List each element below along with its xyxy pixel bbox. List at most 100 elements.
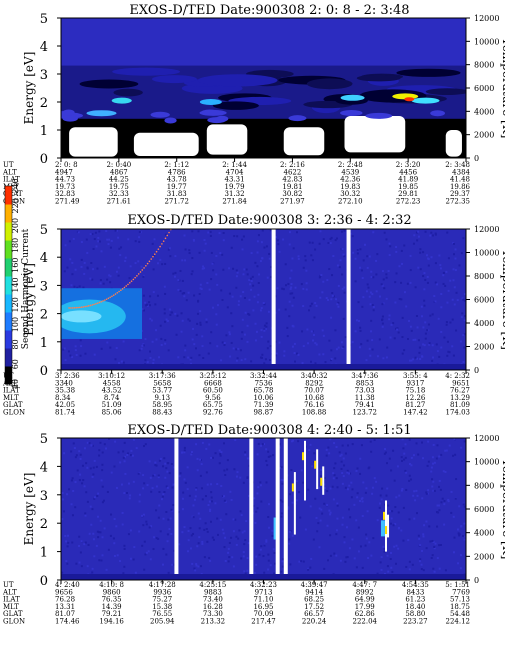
noise-pixel — [142, 524, 145, 527]
noise-pixel — [101, 554, 104, 557]
noise-pixel — [149, 476, 152, 479]
noise-pixel — [64, 534, 67, 537]
resonance-dot — [141, 269, 144, 271]
noise-pixel — [93, 496, 96, 499]
noise-pixel — [321, 291, 324, 294]
noise-pixel — [110, 513, 113, 516]
noise-pixel — [78, 544, 81, 547]
noise-pixel — [439, 267, 442, 270]
noise-pixel — [357, 526, 360, 529]
noise-pixel — [416, 494, 419, 497]
noise-pixel — [255, 330, 258, 333]
noise-pixel — [371, 304, 374, 307]
noise-pixel — [409, 325, 412, 328]
noise-pixel — [128, 497, 131, 500]
noise-pixel — [167, 349, 170, 352]
noise-pixel — [240, 359, 243, 362]
noise-pixel — [263, 303, 266, 306]
resonance-dot — [116, 292, 119, 294]
noise-pixel — [361, 500, 364, 503]
noise-pixel — [414, 499, 417, 502]
noise-pixel — [153, 536, 156, 539]
noise-pixel — [222, 268, 225, 271]
noise-pixel — [157, 474, 160, 477]
noise-pixel — [177, 511, 180, 514]
noise-pixel — [271, 534, 274, 537]
orbit-cell: 9.56 — [205, 394, 221, 402]
orbit-cell: 2: 1:44 — [222, 161, 247, 169]
noise-pixel — [168, 527, 171, 530]
noise-pixel — [74, 345, 77, 348]
noise-pixel — [318, 276, 321, 279]
y-tick-label: 0 — [40, 574, 48, 589]
noise-pixel — [273, 551, 276, 554]
noise-pixel — [98, 230, 101, 233]
noise-pixel — [431, 313, 434, 316]
noise-pixel — [393, 545, 396, 548]
noise-pixel — [165, 467, 168, 470]
noise-pixel — [221, 299, 224, 302]
noise-pixel — [308, 449, 311, 452]
noise-pixel — [128, 277, 131, 280]
orbit-cell: 18.40 — [405, 603, 425, 611]
noise-pixel — [311, 241, 314, 244]
noise-pixel — [166, 470, 169, 473]
noise-pixel — [71, 273, 74, 276]
noise-pixel — [440, 453, 443, 456]
noise-pixel — [260, 444, 263, 447]
noise-pixel — [91, 475, 94, 478]
noise-pixel — [310, 360, 313, 363]
noise-pixel — [446, 301, 449, 304]
noise-pixel — [265, 540, 268, 543]
noise-pixel — [92, 473, 95, 476]
noise-pixel — [163, 312, 166, 315]
noise-pixel — [149, 295, 152, 298]
noise-pixel — [460, 525, 463, 528]
noise-pixel — [294, 286, 297, 289]
noise-pixel — [440, 306, 443, 309]
noise-pixel — [453, 303, 456, 306]
noise-pixel — [75, 454, 78, 457]
noise-pixel — [343, 229, 346, 232]
noise-pixel — [443, 336, 446, 339]
noise-pixel — [79, 551, 82, 554]
noise-pixel — [457, 562, 460, 565]
noise-pixel — [427, 323, 430, 326]
noise-pixel — [351, 443, 354, 446]
noise-pixel — [169, 517, 172, 520]
noise-pixel — [235, 269, 238, 272]
noise-pixel — [438, 455, 441, 458]
noise-pixel — [258, 553, 261, 556]
noise-pixel — [156, 294, 159, 297]
noise-pixel — [302, 287, 305, 290]
noise-pixel — [256, 240, 259, 243]
noise-pixel — [226, 459, 229, 462]
noise-pixel — [187, 539, 190, 542]
noise-pixel — [400, 281, 403, 284]
noise-pixel — [210, 278, 213, 281]
resonance-dot — [166, 234, 169, 237]
noise-pixel — [163, 457, 166, 460]
orbit-cell: 17.52 — [304, 603, 324, 611]
orbit-row-label: ILAT — [3, 176, 20, 184]
noise-pixel — [373, 439, 376, 442]
noise-pixel — [183, 451, 186, 454]
noise-pixel — [99, 279, 102, 282]
noise-pixel — [327, 446, 330, 449]
noise-pixel — [77, 231, 80, 234]
noise-pixel — [288, 530, 291, 533]
noise-pixel — [224, 536, 227, 539]
contour-blob — [425, 88, 466, 96]
noise-pixel — [287, 507, 290, 510]
noise-pixel — [261, 229, 264, 232]
noise-pixel — [102, 499, 105, 502]
noise-pixel — [424, 278, 427, 281]
noise-pixel — [107, 548, 110, 551]
noise-pixel — [372, 537, 375, 540]
orbit-cell: 3:40:32 — [301, 372, 328, 380]
noise-pixel — [256, 251, 259, 254]
orbit-cell: 8433 — [406, 588, 424, 596]
noise-pixel — [340, 248, 343, 251]
noise-pixel — [243, 297, 246, 300]
noise-pixel — [192, 238, 195, 241]
